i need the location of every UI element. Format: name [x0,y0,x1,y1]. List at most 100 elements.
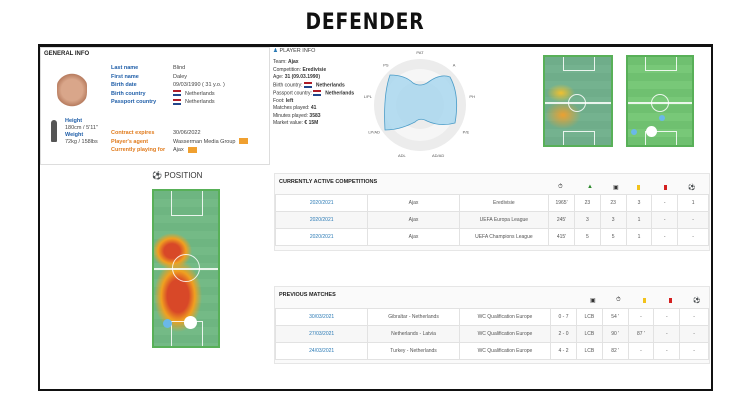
position-pitch-small [626,55,694,147]
date-link[interactable]: 2020/2021 [274,211,369,229]
height-value: 180cm / 5'11'' [65,125,99,131]
table-cell: Ajax [367,228,460,246]
table-cell: 5 [599,228,627,246]
table-cell: WC Qualification Europe [458,325,552,343]
table-cell: 82 ' [601,342,629,360]
table-cell: 0 - 7 [550,308,577,326]
person-icon: ♟ [273,48,278,54]
table-cell: 23 [599,194,627,212]
table-cell: 23 [573,194,601,212]
weight-value: 72kg / 158lbs [65,139,98,145]
player-info-item: Competition: Eredivisie [273,67,354,75]
passport-country-value: Netherlands [185,99,215,106]
table-cell: - [677,228,709,246]
player-info-value: 41 [310,105,317,112]
date-link[interactable]: 27/03/2021 [274,325,369,343]
active-competitions-table: 2020/2021 Ajax Eredivisie 1965' 23 23 3-1 2020/… [274,194,709,246]
date-link[interactable]: 24/03/2021 [274,342,369,360]
red-card-icon [669,298,672,303]
table-cell: 54 ' [601,308,629,326]
yellow-card-icon [643,298,646,303]
table-cell: Netherlands - Latvia [367,325,460,343]
radar-axis-label: AD/AD [432,153,444,158]
player-info-value: left [285,97,294,104]
table-cell: - [679,342,709,360]
player-info-item: Age: 31 (09.03.1990) [273,74,354,82]
current-club-label: Currently playing for [111,147,166,154]
shirt-icon: ▣ [590,298,596,304]
player-info-value: € 15M [304,120,319,127]
player-info-key: Team: [273,59,289,65]
radar-chart: PAT A PH P/E AD/AD ADL LP/AD L/PL PS [364,50,475,158]
table-cell: UEFA Champions League [458,228,550,246]
agent-badge-icon [239,138,249,145]
table-cell: UEFA Europa League [458,211,550,229]
position-heading: POSITION [164,171,203,180]
player-info-item: Matches played: 41 [273,105,354,113]
player-info-key: Passport country: [273,90,314,97]
first-name-label: First name [111,73,139,80]
position-dot [631,129,637,135]
general-info-heading: GENERAL INFO [44,51,90,57]
club-link[interactable]: Ajax [173,147,184,154]
goal-ball-icon: ⚽ [688,185,696,191]
previous-matches-table: 30/03/2021 Gibraltar - Netherlands WC Qual… [274,308,709,360]
player-info-key: Market value: [273,120,305,127]
last-name-value: Blind [173,65,186,71]
agent-link[interactable]: Wasserman Media Group [173,138,236,145]
previous-matches-heading: PREVIOUS MATCHES [279,292,336,298]
radar-axis-label: A [453,62,456,67]
radar-axis-label: P/E [463,130,470,135]
page-title: DEFENDER [305,10,425,35]
table-cell: - [627,308,655,326]
table-cell: 1 [677,194,709,212]
table-cell: WC Qualification Europe [458,308,552,326]
player-info-item: Minutes played: 3583 [273,113,354,121]
shirt-icon: ▣ [613,185,619,191]
player-info-key: Minutes played: [273,112,310,119]
date-link[interactable]: 2020/2021 [274,228,369,246]
player-info-key: Birth country: [273,82,304,89]
clock-icon: ⏱ [558,184,563,190]
yellow-card-icon [637,185,640,190]
last-name-label: Last name [111,65,139,71]
content-frame [38,44,713,391]
date-link[interactable]: 2020/2021 [274,194,369,212]
table-cell: Turkey - Netherlands [367,342,460,360]
table-cell: - [677,211,709,229]
contract-expires-value: 30/06/2022 [173,130,201,136]
main-position-dot [646,126,657,137]
weight-label: Weight [65,132,84,138]
active-competitions-heading: CURRENTLY ACTIVE COMPETITIONS [279,179,378,185]
radar-axis-label: PAT [416,50,424,55]
player-info-item: Passport country: Netherlands [273,89,354,98]
previous-matches-panel: PREVIOUS MATCHES ▣ ⏱ ⚽ 30/03/2021 Gibralt… [274,286,710,364]
player-info-key: Competition: [273,66,303,73]
table-cell: 90 ' [601,325,629,343]
table-cell: 4 - 2 [550,342,577,360]
player-info-key: Age: [273,74,285,81]
table-cell: - [651,211,679,229]
position-dot [163,319,172,328]
table-cell: 245' [548,211,575,229]
radar-axis-label: PH [469,94,475,99]
player-info-value: Ajax [288,59,299,65]
table-cell: 2 - 0 [550,325,577,343]
netherlands-flag-icon [173,98,181,105]
player-info-item: Team: Ajax [273,59,354,67]
contract-expires-label: Contract expires [111,130,155,136]
table-cell: LCB [575,342,603,360]
table-cell: - [679,325,709,343]
red-card-icon [664,185,667,190]
table-cell: Eredivisie [458,194,550,212]
radar-shape [384,74,458,131]
player-info-item: Market value: € 15M [273,120,354,128]
date-link[interactable]: 30/03/2021 [274,308,369,326]
table-cell: 1 [625,211,653,229]
main-position-dot [184,316,197,329]
table-row: 2020/2021 Ajax UEFA Champions League 415' 5 5… [274,228,709,246]
table-cell: - [653,342,681,360]
netherlands-flag-icon [313,89,322,96]
table-cell: 3 [573,211,601,229]
table-cell: Ajax [367,194,460,212]
